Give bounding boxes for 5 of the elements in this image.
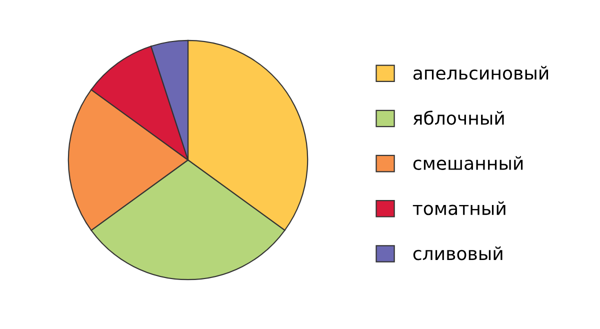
legend-label: томатный [412,201,506,216]
legend-label: смешанный [413,156,523,170]
legend-label: сливовый [413,246,502,260]
legend-label: апельсиновый [413,66,548,80]
legend-label: яблочный [413,110,504,125]
